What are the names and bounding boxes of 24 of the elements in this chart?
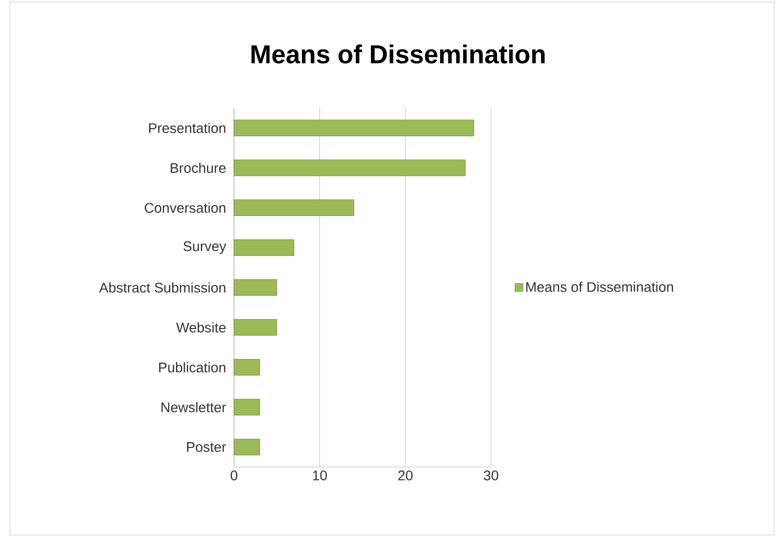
y-tick-label: Newsletter xyxy=(161,402,226,412)
y-tick-label: Brochure xyxy=(170,162,226,173)
bar xyxy=(234,239,294,256)
chart-title: Means of Dissemination xyxy=(251,44,545,64)
bar xyxy=(234,160,466,176)
x-tick-label: 30 xyxy=(484,470,498,480)
y-tick-label: Poster xyxy=(187,442,226,452)
bar xyxy=(234,279,278,296)
bar xyxy=(234,120,474,136)
bar xyxy=(234,398,260,416)
bar xyxy=(234,319,278,336)
y-tick-label: Abstract Submission xyxy=(99,282,226,293)
y-tick-label: Website xyxy=(176,322,226,333)
x-tick-label: 20 xyxy=(398,470,413,480)
legend-label: Means of Dissemination xyxy=(526,282,674,292)
y-tick-label: Presentation xyxy=(149,122,226,134)
bar xyxy=(234,359,260,376)
y-tick-label: Survey xyxy=(183,241,226,254)
y-tick-label: Conversation xyxy=(144,202,226,213)
x-tick-label: 0 xyxy=(230,470,238,480)
bar xyxy=(234,438,260,456)
bar xyxy=(234,200,354,216)
y-tick-label: Publication xyxy=(159,362,226,372)
x-tick-label: 10 xyxy=(312,470,327,480)
